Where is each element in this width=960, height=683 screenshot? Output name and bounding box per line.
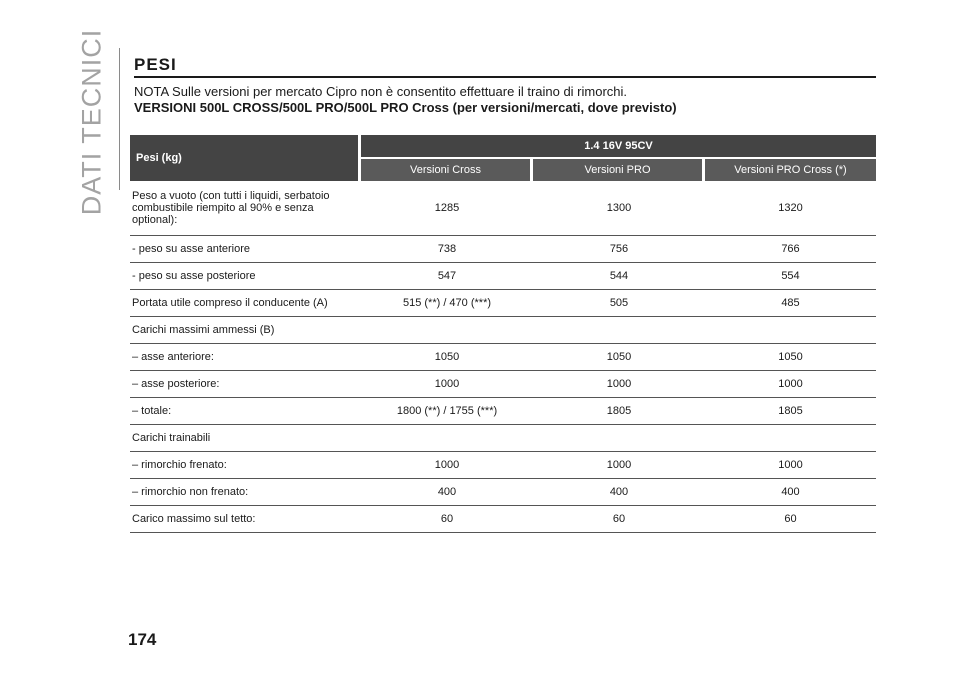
row-value: 1285: [434, 202, 460, 214]
row-value: 1300: [606, 202, 632, 214]
row-value: 1320: [778, 202, 803, 214]
chapter-divider: [119, 48, 120, 190]
table-subtitle: VERSIONI 500L CROSS/500L PRO/500L PRO Cr…: [134, 100, 677, 115]
row-value: 60: [784, 513, 797, 525]
row-value: 400: [781, 486, 800, 498]
row-value: 1000: [434, 459, 460, 471]
row-value: 1050: [606, 351, 632, 363]
table-body: Peso a vuoto (con tutti i liquidi, serba…: [130, 181, 876, 533]
table-row: – asse posteriore: 1000 1000 1000: [130, 371, 876, 398]
row-value: 1050: [434, 351, 460, 363]
row-value: 1805: [606, 405, 632, 417]
row-value: 1000: [778, 378, 803, 390]
row-value: 400: [609, 486, 629, 498]
row-value: 515 (**) / 470 (***): [402, 297, 492, 309]
row-label: Carichi massimi ammessi (B): [132, 324, 275, 336]
header-engine: 1.4 16V 95CV: [361, 135, 876, 157]
row-value: 554: [781, 270, 800, 282]
table-row: – totale: 1800 (**) / 1755 (***) 1805 1805: [130, 398, 876, 425]
table-row: Portata utile compreso il conducente (A)…: [130, 290, 876, 317]
table-row: Carichi trainabili: [130, 425, 876, 452]
row-label: Carichi trainabili: [132, 432, 211, 444]
row-value: 1000: [606, 459, 632, 471]
table-header: Pesi (kg) 1.4 16V 95CV Versioni Cross Ve…: [130, 135, 876, 181]
row-value: 1050: [778, 351, 803, 363]
row-value: 400: [437, 486, 457, 498]
chapter-side-title-text: DATI TECNICI: [76, 28, 107, 216]
row-label: – asse posteriore:: [132, 378, 220, 390]
row-value: 1000: [434, 378, 460, 390]
row-value: 547: [437, 270, 457, 282]
header-weights-label: Pesi (kg): [130, 135, 358, 181]
table-row: - peso su asse anteriore 738 756 766: [130, 236, 876, 263]
header-version-pro: Versioni PRO: [533, 159, 702, 181]
row-label: – totale:: [132, 405, 172, 417]
row-value: 485: [781, 297, 800, 309]
row-value: 1000: [778, 459, 803, 471]
table-row: – asse anteriore: 1050 1050 1050: [130, 344, 876, 371]
note-text: NOTA Sulle versioni per mercato Cipro no…: [134, 84, 628, 99]
row-value: 1800 (**) / 1755 (***): [396, 405, 498, 417]
row-value: 1805: [778, 405, 803, 417]
weights-table: Pesi (kg) 1.4 16V 95CV Versioni Cross Ve…: [130, 135, 876, 533]
chapter-side-title: DATI TECNICI: [66, 29, 118, 216]
table-row: – rimorchio non frenato: 400 400 400: [130, 479, 876, 506]
section-title: PESI: [134, 55, 177, 74]
row-value: 505: [609, 297, 629, 309]
row-label: Peso a vuoto (con tutti i liquidi, serba…: [132, 190, 330, 226]
page-number: 174: [128, 630, 157, 649]
row-value: 766: [781, 243, 800, 255]
row-value: 1000: [606, 378, 632, 390]
row-label: – rimorchio non frenato:: [132, 486, 249, 498]
table-row: – rimorchio frenato: 1000 1000 1000: [130, 452, 876, 479]
table-row: - peso su asse posteriore 547 544 554: [130, 263, 876, 290]
table-row: Carico massimo sul tetto: 60 60 60: [130, 506, 876, 533]
row-label: Carico massimo sul tetto:: [132, 513, 256, 525]
row-label: - peso su asse anteriore: [132, 243, 251, 255]
row-value: 544: [609, 270, 629, 282]
table-row: Peso a vuoto (con tutti i liquidi, serba…: [130, 181, 876, 236]
row-label: – asse anteriore:: [132, 351, 214, 363]
header-version-cross: Versioni Cross: [361, 159, 530, 181]
row-value: 738: [437, 243, 457, 255]
header-version-pro-cross: Versioni PRO Cross (*): [705, 159, 876, 181]
title-rule: [134, 76, 876, 78]
row-label: – rimorchio frenato:: [132, 459, 227, 471]
row-value: 60: [440, 513, 454, 525]
row-value: 60: [612, 513, 626, 525]
table-row: Carichi massimi ammessi (B): [130, 317, 876, 344]
row-value: 756: [609, 243, 629, 255]
row-label: Portata utile compreso il conducente (A): [132, 297, 328, 309]
row-label: - peso su asse posteriore: [132, 270, 256, 282]
